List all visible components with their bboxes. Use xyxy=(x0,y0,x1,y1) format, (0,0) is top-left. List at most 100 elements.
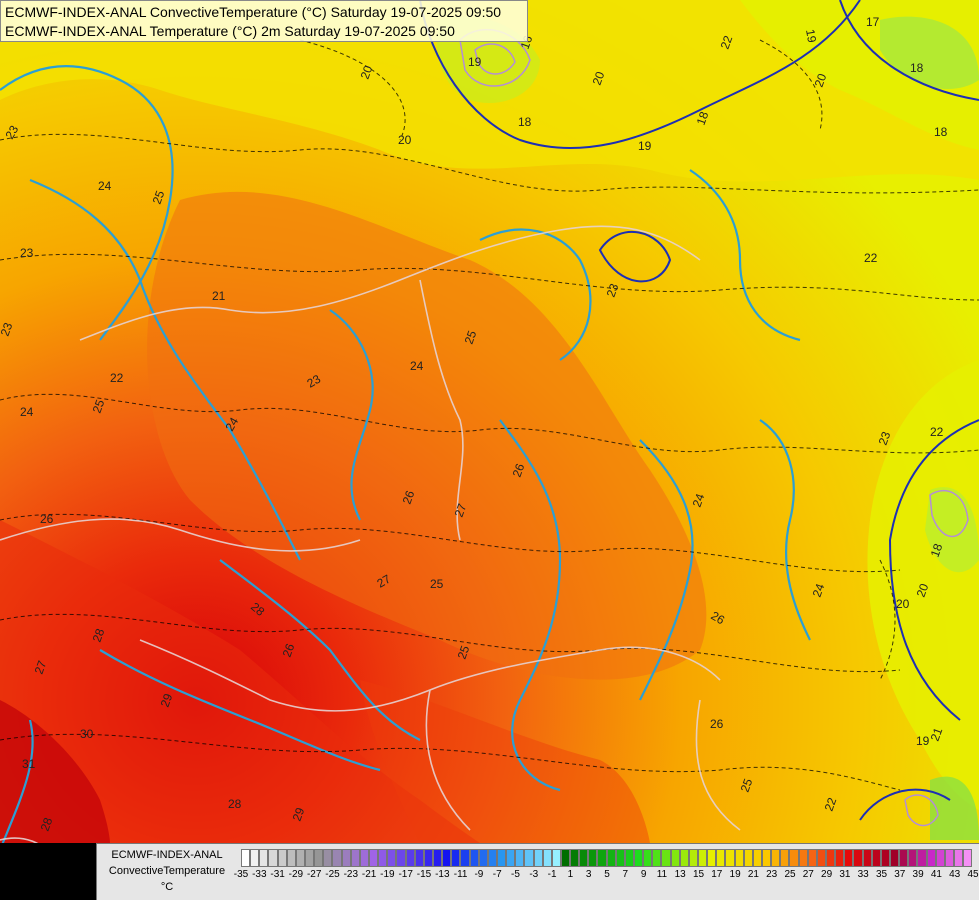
legend-tick-label: -19 xyxy=(380,869,395,880)
contour-label: 28 xyxy=(38,815,56,833)
legend-tick-label: 43 xyxy=(949,869,961,880)
legend-swatch xyxy=(451,849,461,867)
legend-tick-label: -15 xyxy=(416,869,432,880)
contour-label: 26 xyxy=(710,717,724,731)
cool-zone-east xyxy=(867,360,979,810)
legend-swatch xyxy=(716,849,726,867)
legend-swatch xyxy=(643,849,653,867)
contour-label: 21 xyxy=(212,289,226,303)
legend-tick-label: 19 xyxy=(729,869,741,880)
contour-label: 25 xyxy=(455,643,473,661)
map-title-box: ECMWF-INDEX-ANAL ConvectiveTemperature (… xyxy=(0,0,528,42)
convective-contours xyxy=(419,0,979,821)
legend-tick-label: -9 xyxy=(474,869,484,880)
legend-swatch xyxy=(579,849,589,867)
warm-zone-central xyxy=(147,191,707,680)
legend-tick-label: 17 xyxy=(711,869,723,880)
contour-label: 26 xyxy=(709,608,728,627)
contour-label: 17 xyxy=(866,15,880,29)
legend-swatch xyxy=(880,849,890,867)
legend-swatch xyxy=(752,849,763,867)
legend-swatch xyxy=(707,849,717,867)
legend-tick-label: 31 xyxy=(839,869,851,880)
legend-tick-label: -31 xyxy=(270,869,285,880)
legend-swatch xyxy=(396,849,406,867)
legend-swatch xyxy=(743,849,753,867)
legend-tick-label: 45 xyxy=(967,869,979,880)
legend-tick-label: -1 xyxy=(547,869,557,880)
contour-label: 20 xyxy=(896,597,910,611)
legend-swatch xyxy=(862,849,872,867)
legend-swatch xyxy=(368,849,379,867)
legend-swatch xyxy=(588,849,598,867)
legend-swatch xyxy=(853,849,863,867)
green-patch-northeast xyxy=(880,16,979,89)
legend-swatch xyxy=(698,849,708,867)
contour-label: 19 xyxy=(468,55,482,69)
legend-swatch xyxy=(496,849,507,867)
contour-label: 23 xyxy=(604,281,622,299)
contour-label: 19 xyxy=(916,734,930,748)
title-line-convective: ECMWF-INDEX-ANAL ConvectiveTemperature (… xyxy=(5,4,502,20)
legend-swatch xyxy=(515,849,525,867)
contour-label: 22 xyxy=(110,371,124,385)
legend-corner xyxy=(0,843,96,900)
legend-tick-label: 13 xyxy=(674,869,686,880)
legend-swatch xyxy=(432,849,443,867)
legend-swatch xyxy=(816,849,826,867)
contour-label: 23 xyxy=(876,429,894,447)
contour-label: 20 xyxy=(812,71,830,89)
legend-swatch xyxy=(871,849,881,867)
legend-tick-label: 37 xyxy=(894,869,906,880)
legend-swatch xyxy=(560,849,571,867)
legend-swatch xyxy=(597,849,607,867)
contour-label: 24 xyxy=(410,359,424,373)
contour-label: 18 xyxy=(928,541,946,559)
legend-swatch xyxy=(286,849,296,867)
legend-swatch xyxy=(241,849,251,867)
legend-swatch xyxy=(844,849,854,867)
legend-swatch xyxy=(469,849,479,867)
hot-zone-south xyxy=(360,680,650,843)
legend-tick-label: 29 xyxy=(821,869,833,880)
legend-swatch xyxy=(506,849,516,867)
legend-tick-label: 15 xyxy=(692,869,705,880)
legend-tick-label: 33 xyxy=(857,869,869,880)
legend-swatch xyxy=(350,849,360,867)
legend-swatch xyxy=(780,849,790,867)
legend-label-line: ECMWF-INDEX-ANAL xyxy=(111,849,223,861)
legend-swatch xyxy=(533,849,543,867)
contour-label: 24 xyxy=(810,581,828,599)
legend-swatch xyxy=(414,849,424,867)
legend-swatch xyxy=(387,849,397,867)
contour-label: 26 xyxy=(510,461,528,479)
legend-swatch xyxy=(734,849,744,867)
legend-swatch xyxy=(688,849,699,867)
legend-swatch xyxy=(634,849,644,867)
legend-swatch xyxy=(944,849,954,867)
legend-tick-label: -35 xyxy=(233,869,249,880)
legend-swatch xyxy=(606,849,616,867)
legend-swatch xyxy=(442,849,452,867)
legend-tick-label: 21 xyxy=(747,869,759,880)
legend-swatch xyxy=(679,849,689,867)
isotherm-lines xyxy=(0,39,979,791)
contour-label: 24 xyxy=(20,405,34,419)
legend-tick-label: -11 xyxy=(453,869,468,880)
legend-tick-label: 23 xyxy=(766,869,778,880)
legend-tick-label: -23 xyxy=(343,869,359,880)
legend-label-line: ConvectiveTemperature xyxy=(108,865,226,877)
legend-tick-label: 7 xyxy=(622,869,629,880)
legend-swatch xyxy=(359,849,369,867)
contour-label: 23 xyxy=(305,372,324,391)
contour-label: 31 xyxy=(22,757,36,771)
legend-swatch xyxy=(835,849,845,867)
legend-swatch xyxy=(917,849,927,867)
contour-label: 19 xyxy=(638,139,652,153)
legend-ticks: -35 -33 -31 -29 -27 -25 -23 -21 -19 -17 -15 -13 -11-… xyxy=(233,869,979,883)
legend-swatch xyxy=(889,849,900,867)
contour-label: 30 xyxy=(80,727,94,741)
contour-label: 27 xyxy=(452,501,470,519)
contour-label: 26 xyxy=(280,641,298,659)
